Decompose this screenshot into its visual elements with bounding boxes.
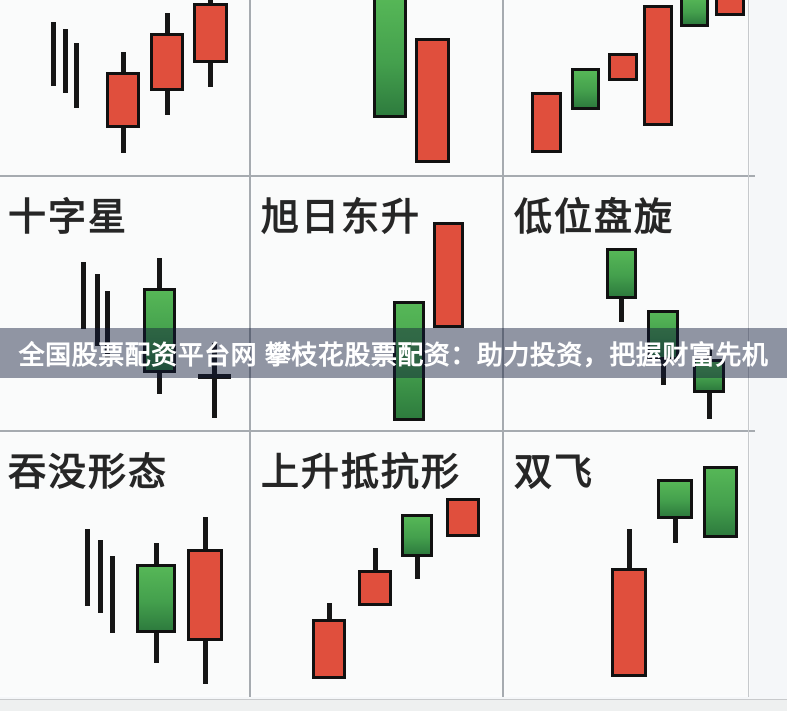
price-line <box>95 274 100 346</box>
pattern-label: 双飞 <box>514 452 595 494</box>
bearish-green-candle <box>703 466 738 538</box>
pattern-cell-engulfing-pattern: 吞没形态 <box>0 433 250 695</box>
pattern-label: 低位盘旋 <box>514 197 675 239</box>
bearish-green-candle <box>657 479 693 519</box>
pattern-cell-double-fly: 双飞 <box>506 433 750 695</box>
watermark-banner-text: 全国股票配资平台网 攀枝花股票配资：助力投资，把握财富先机 <box>18 339 769 370</box>
price-line <box>74 43 79 108</box>
pattern-cell-rising-red-three <box>0 0 250 175</box>
bearish-green-candle <box>571 68 600 110</box>
pattern-cell-stair-steps <box>506 0 750 175</box>
bearish-green-candle <box>143 288 176 373</box>
pattern-label: 十字星 <box>8 197 129 239</box>
pattern-label: 上升抵抗形 <box>261 452 462 494</box>
bearish-green-candle <box>693 359 725 393</box>
bullish-red-candle <box>187 549 223 641</box>
bullish-red-candle <box>150 33 184 91</box>
pattern-cell-rising-resistance: 上升抵抗形 <box>253 433 503 695</box>
bullish-red-candle <box>106 72 140 128</box>
grid-divider-horizontal-2 <box>0 430 755 432</box>
grid-divider-vertical-2 <box>502 0 504 697</box>
price-line <box>98 540 103 613</box>
bullish-red-candle <box>193 3 228 63</box>
bullish-red-candle <box>531 92 562 153</box>
bearish-green-candle <box>647 310 679 360</box>
bullish-red-candle <box>611 568 647 677</box>
bottom-hairline <box>0 699 787 700</box>
bearish-green-candle <box>373 0 407 118</box>
bearish-green-candle <box>680 0 709 27</box>
bullish-red-candle <box>608 53 638 81</box>
bullish-red-candle <box>433 222 464 328</box>
grid-divider-vertical-1 <box>249 0 251 697</box>
price-line <box>63 29 68 93</box>
pattern-cell-rising-sun: 旭日东升 <box>253 178 503 430</box>
pattern-cell-green-red-pair <box>253 0 503 175</box>
bullish-red-candle <box>358 570 392 606</box>
bearish-green-candle <box>401 514 433 557</box>
bearish-green-candle <box>606 248 637 299</box>
bullish-red-candle <box>715 0 745 16</box>
bullish-red-candle <box>446 498 480 537</box>
bearish-green-candle <box>136 564 176 633</box>
price-line <box>105 291 110 360</box>
pattern-label: 旭日东升 <box>261 197 422 239</box>
doji-cross-vertical <box>212 343 217 418</box>
pattern-cell-doji-star: 十字星 <box>0 178 250 430</box>
price-line <box>81 262 86 329</box>
doji-cross-horizontal <box>198 374 231 379</box>
bullish-red-candle <box>312 619 346 679</box>
bearish-green-candle <box>393 301 425 421</box>
bottom-strip <box>0 700 787 711</box>
price-line <box>110 556 115 633</box>
grid-divider-horizontal-1 <box>0 175 755 177</box>
bullish-red-candle <box>643 5 673 126</box>
bullish-red-candle <box>415 38 450 163</box>
watermark-banner: 全国股票配资平台网 攀枝花股票配资：助力投资，把握财富先机 <box>0 328 787 378</box>
grid-right-edge-line <box>748 0 749 697</box>
price-line <box>85 529 90 606</box>
pattern-label: 吞没形态 <box>8 452 169 494</box>
price-line <box>51 22 56 86</box>
pattern-cell-low-level-hovering: 低位盘旋 <box>506 178 750 430</box>
